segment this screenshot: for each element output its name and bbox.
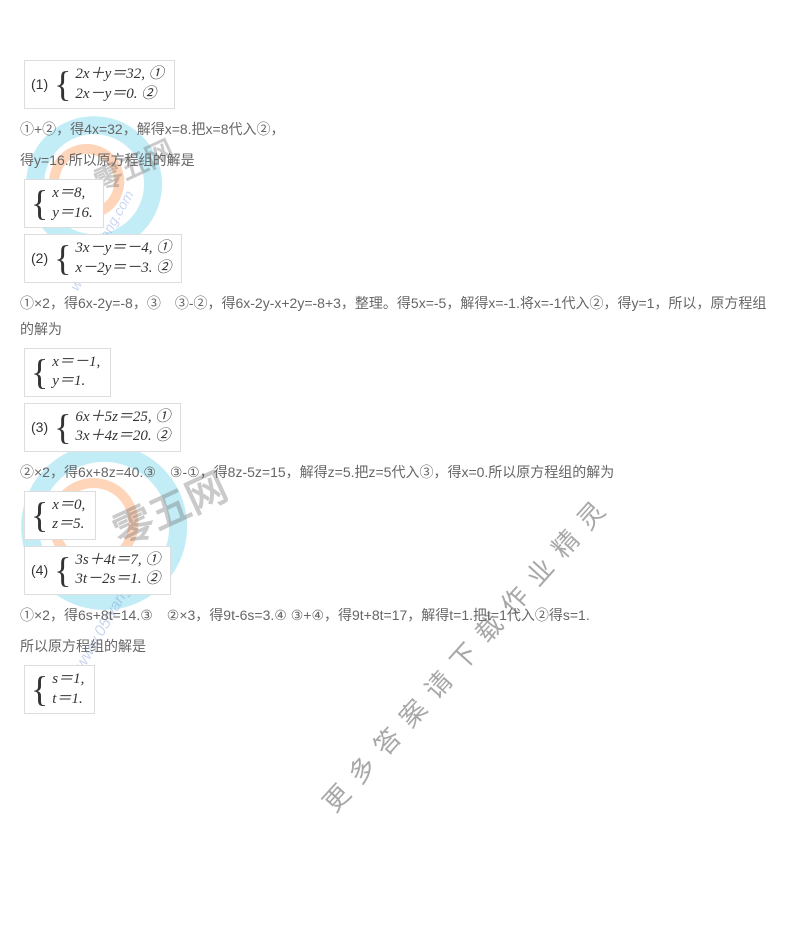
problem-2-sol1: x＝－1, xyxy=(52,353,100,373)
problem-1-sol2: y＝16. xyxy=(52,204,92,224)
problem-3-solution: { x＝0, z＝5. xyxy=(24,491,96,540)
brace: { xyxy=(31,675,48,704)
problem-4: (4) { 3s＋4t＝7, ① 3t－2s＝1. ② xyxy=(20,546,780,595)
problem-3-eq1: 6x＋5z＝25, ① xyxy=(75,408,170,428)
problem-2-eq1: 3x－y＝－4, ① xyxy=(75,239,171,259)
problem-1-step2: 得y=16.所以原方程组的解是 xyxy=(20,148,780,173)
problem-4-eq2: 3t－2s＝1. ② xyxy=(75,570,160,590)
problem-1-eq2: 2x－y＝0. ② xyxy=(75,85,163,105)
brace: { xyxy=(54,70,71,99)
problem-3-sol1: x＝0, xyxy=(52,496,85,516)
brace: { xyxy=(54,556,71,585)
problem-4-solution: { s＝1, t＝1. xyxy=(24,665,95,714)
problem-1-step1: ①+②，得4x=32，解得x=8.把x=8代入②， xyxy=(20,117,780,142)
problem-1-system: (1) { 2x＋y＝32, ① 2x－y＝0. ② xyxy=(24,60,175,109)
problem-4-sol1: s＝1, xyxy=(52,670,84,690)
brace: { xyxy=(54,413,71,442)
problem-2-sol2: y＝1. xyxy=(52,372,100,392)
problem-2-label: (2) xyxy=(29,246,48,271)
problem-1-sol1: x＝8, xyxy=(52,184,92,204)
problem-1-label: (1) xyxy=(29,72,48,97)
brace: { xyxy=(54,244,71,273)
problem-4-label: (4) xyxy=(29,558,48,583)
problem-3-eq2: 3x＋4z＝20. ② xyxy=(75,427,170,447)
brace: { xyxy=(31,501,48,530)
problem-3-sol2: z＝5. xyxy=(52,515,85,535)
problem-3-step1: ②×2，得6x+8z=40.③ ③-①，得8z-5z=15，解得z=5.把z=5… xyxy=(20,460,780,485)
brace: { xyxy=(31,358,48,387)
problem-1-eq1: 2x＋y＝32, ① xyxy=(75,65,163,85)
problem-2-solution: { x＝－1, y＝1. xyxy=(24,348,111,397)
problem-1-solution: { x＝8, y＝16. xyxy=(24,179,104,228)
problem-1: (1) { 2x＋y＝32, ① 2x－y＝0. ② xyxy=(20,60,780,109)
problem-2-system: (2) { 3x－y＝－4, ① x－2y＝－3. ② xyxy=(24,234,182,283)
problem-2: (2) { 3x－y＝－4, ① x－2y＝－3. ② xyxy=(20,234,780,283)
problem-4-step1: ①×2，得6s+8t=14.③ ②×3，得9t-6s=3.④ ③+④，得9t+8… xyxy=(20,603,780,628)
problem-4-system: (4) { 3s＋4t＝7, ① 3t－2s＝1. ② xyxy=(24,546,171,595)
problem-4-eq1: 3s＋4t＝7, ① xyxy=(75,551,160,571)
problem-3-system: (3) { 6x＋5z＝25, ① 3x＋4z＝20. ② xyxy=(24,403,181,452)
problem-2-step1: ①×2，得6x-2y=-8，③ ③-②，得6x-2y-x+2y=-8+3，整理。… xyxy=(20,291,780,341)
problem-3-label: (3) xyxy=(29,415,48,440)
brace: { xyxy=(31,189,48,218)
problem-4-sol2: t＝1. xyxy=(52,690,84,710)
problem-3: (3) { 6x＋5z＝25, ① 3x＋4z＝20. ② xyxy=(20,403,780,452)
problem-2-eq2: x－2y＝－3. ② xyxy=(75,259,171,279)
problem-4-step2: 所以原方程组的解是 xyxy=(20,634,780,659)
